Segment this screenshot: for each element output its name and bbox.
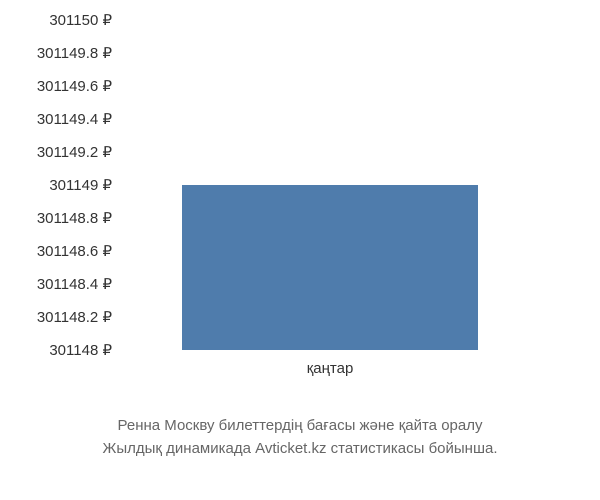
y-tick-label: 301150 ₽ (49, 11, 112, 29)
plot-area (125, 20, 535, 350)
y-axis: 301150 ₽301149.8 ₽301149.6 ₽301149.4 ₽30… (0, 20, 120, 350)
x-axis: қаңтар (125, 360, 535, 390)
y-tick-label: 301148.2 ₽ (37, 308, 112, 326)
y-tick-label: 301149 ₽ (49, 176, 112, 194)
chart-caption: Ренна Москву билеттердің бағасы және қай… (0, 415, 600, 460)
caption-line-2: Жылдық динамикада Avticket.kz статистика… (10, 438, 590, 461)
y-tick-label: 301148.4 ₽ (37, 275, 112, 293)
bar-chart: 301150 ₽ 301149.8 ₽ 301149.6 ₽ 301149.4 ₽ 30… (0, 0, 600, 380)
caption-line-1: Ренна Москву билеттердің бағасы және қай… (10, 415, 590, 438)
y-tick-label: 301149.4 ₽ (37, 110, 112, 128)
y-tick-label: 301148.8 ₽ (37, 209, 112, 227)
y-tick-label: 301148 ₽ (49, 341, 112, 359)
y-tick-label: 301149.8 ₽ (37, 44, 112, 62)
y-tick-label: 301149.6 ₽ (37, 77, 112, 95)
bar (182, 185, 477, 350)
y-tick-label: 301148.6 ₽ (37, 242, 112, 260)
y-tick-label: 301149.2 ₽ (37, 143, 112, 161)
x-tick-label: қаңтар (307, 360, 354, 377)
